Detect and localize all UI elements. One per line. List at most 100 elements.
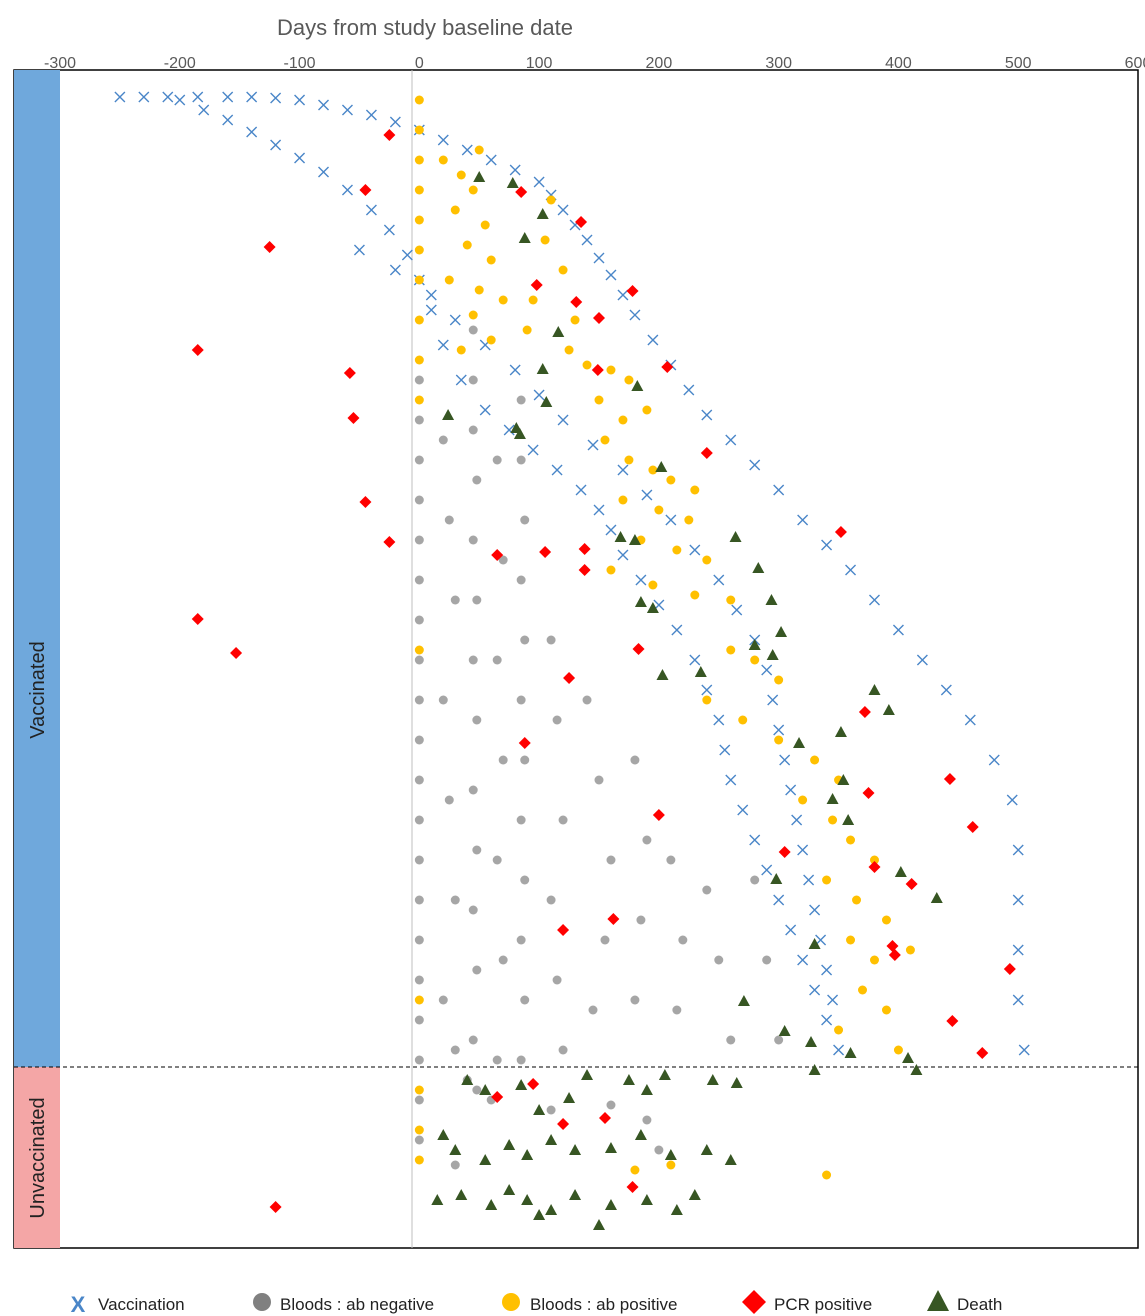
- point-bloods-ab-negative: [558, 815, 568, 825]
- point-pcr-positive: [191, 613, 204, 625]
- x-axis-ticks: -300 -200 -100 0 100 200 300 400 500 600: [44, 55, 1145, 75]
- point-death: [473, 171, 486, 182]
- point-bloods-ab-negative: [444, 795, 454, 805]
- point-death: [513, 428, 526, 439]
- point-vaccination: [809, 984, 821, 996]
- point-vaccination: [773, 484, 785, 496]
- point-bloods-ab-negative: [414, 655, 424, 665]
- point-pcr-positive: [359, 184, 372, 196]
- point-vaccination: [683, 384, 695, 396]
- point-vaccination: [192, 91, 204, 103]
- legend-yellow-circle-icon: [502, 1293, 520, 1311]
- point-bloods-ab-negative: [492, 1055, 502, 1065]
- point-bloods-ab-positive: [540, 235, 550, 245]
- point-vaccination: [988, 754, 1000, 766]
- point-bloods-ab-negative: [438, 995, 448, 1005]
- point-vaccination: [533, 176, 545, 188]
- point-bloods-ab-negative: [414, 935, 424, 945]
- point-pcr-positive: [557, 924, 570, 936]
- point-bloods-ab-negative: [516, 815, 526, 825]
- point-death: [658, 1069, 671, 1080]
- point-bloods-ab-negative: [492, 455, 502, 465]
- point-bloods-ab-negative: [414, 695, 424, 705]
- point-vaccination: [383, 224, 395, 236]
- point-pcr-positive: [347, 412, 360, 424]
- point-pcr-positive: [539, 546, 552, 558]
- plot-frame: [13, 69, 1139, 1249]
- point-bloods-ab-positive: [414, 275, 424, 285]
- point-vaccination: [479, 404, 491, 416]
- point-vaccination: [689, 654, 701, 666]
- point-death: [656, 669, 669, 680]
- point-vaccination: [617, 289, 629, 301]
- point-bloods-ab-positive: [462, 240, 472, 250]
- point-death: [545, 1204, 558, 1215]
- point-vaccination: [647, 334, 659, 346]
- point-vaccination: [294, 152, 306, 164]
- point-bloods-ab-positive: [905, 945, 915, 955]
- point-death: [834, 726, 847, 737]
- point-vaccination: [791, 814, 803, 826]
- point-pcr-positive: [383, 536, 396, 548]
- point-vaccination: [701, 409, 713, 421]
- point-death: [581, 1069, 594, 1080]
- point-bloods-ab-negative: [516, 395, 526, 405]
- point-death: [882, 704, 895, 715]
- point-death: [765, 594, 778, 605]
- x-tick-label: 300: [765, 55, 792, 72]
- point-vaccination: [605, 269, 617, 281]
- point-bloods-ab-positive: [869, 855, 879, 865]
- point-death: [515, 1079, 528, 1090]
- point-bloods-ab-negative: [642, 1115, 652, 1125]
- point-bloods-ab-negative: [414, 495, 424, 505]
- point-pcr-positive: [888, 949, 901, 961]
- point-death: [640, 1194, 653, 1205]
- point-bloods-ab-negative: [654, 1145, 664, 1155]
- point-bloods-ab-negative: [468, 655, 478, 665]
- point-bloods-ab-negative: [414, 855, 424, 865]
- legend-item-ab-negative: Bloods : ab negative: [253, 1293, 434, 1314]
- point-vaccination: [425, 289, 437, 301]
- point-death: [536, 363, 549, 374]
- point-bloods-ab-negative: [414, 895, 424, 905]
- point-vaccination: [294, 94, 306, 106]
- point-bloods-ab-positive: [606, 365, 616, 375]
- x-tick-label: 100: [526, 55, 553, 72]
- point-bloods-ab-positive: [456, 170, 466, 180]
- point-bloods-ab-positive: [690, 590, 700, 600]
- point-bloods-ab-negative: [636, 915, 646, 925]
- point-bloods-ab-positive: [702, 695, 712, 705]
- point-bloods-ab-negative: [414, 975, 424, 985]
- point-bloods-ab-negative: [414, 1135, 424, 1145]
- unvaccinated-label: Unvaccinated: [27, 1097, 49, 1218]
- point-bloods-ab-negative: [498, 755, 508, 765]
- point-vaccination: [797, 514, 809, 526]
- point-bloods-ab-positive: [486, 335, 496, 345]
- point-bloods-ab-negative: [630, 995, 640, 1005]
- point-death: [521, 1194, 534, 1205]
- point-pcr-positive: [778, 846, 791, 858]
- legend-red-diamond-icon: [742, 1290, 766, 1314]
- x-axis-title: Days from study baseline date: [277, 15, 573, 40]
- point-death: [640, 1084, 653, 1095]
- point-bloods-ab-positive: [869, 955, 879, 965]
- point-bloods-ab-negative: [414, 455, 424, 465]
- point-bloods-ab-negative: [774, 1035, 784, 1045]
- point-bloods-ab-positive: [834, 1025, 844, 1035]
- point-bloods-ab-positive: [798, 795, 808, 805]
- point-death: [646, 602, 659, 613]
- point-bloods-ab-negative: [498, 955, 508, 965]
- point-vaccination: [270, 92, 282, 104]
- point-death: [628, 534, 641, 545]
- point-vaccination: [797, 954, 809, 966]
- x-tick-label: 0: [415, 55, 424, 72]
- point-bloods-ab-positive: [858, 985, 868, 995]
- point-bloods-ab-negative: [438, 435, 448, 445]
- point-death: [930, 892, 943, 903]
- point-bloods-ab-positive: [846, 935, 856, 945]
- point-bloods-ab-positive: [648, 465, 658, 475]
- point-vaccination: [665, 514, 677, 526]
- point-bloods-ab-negative: [516, 455, 526, 465]
- point-death: [431, 1194, 444, 1205]
- legend-x-icon: X: [71, 1292, 86, 1316]
